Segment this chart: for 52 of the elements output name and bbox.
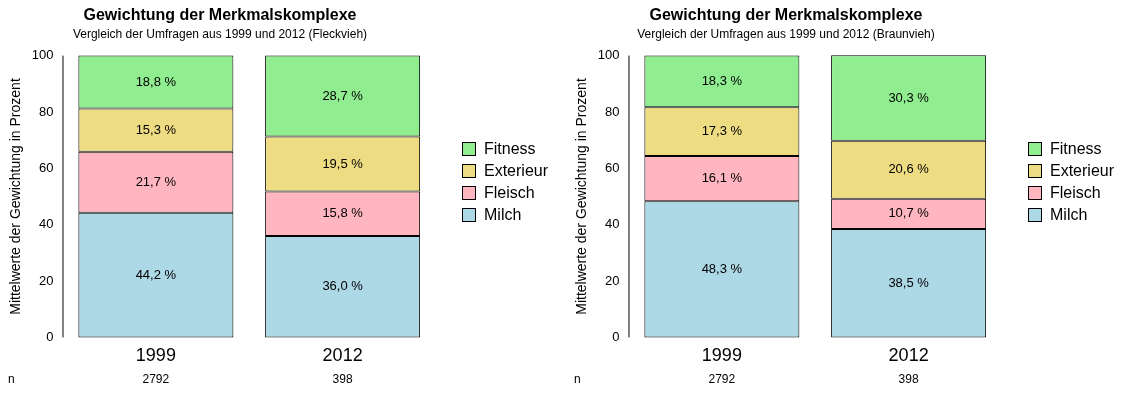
data-label: 36,0 % xyxy=(322,278,364,294)
x-tick-label: 2012 xyxy=(888,345,929,366)
x-tick-label: 1999 xyxy=(701,345,742,366)
legend-label: Exterieur xyxy=(484,161,549,181)
data-label: 15,8 % xyxy=(322,205,364,221)
legend-label: Fleisch xyxy=(1050,183,1101,203)
data-label: 21,7 % xyxy=(135,173,177,189)
legend-label: Exterieur xyxy=(1050,161,1115,181)
data-label: 44,2 % xyxy=(135,266,177,282)
data-label: 18,8 % xyxy=(135,73,177,89)
legend-label: Fitness xyxy=(1050,139,1102,159)
data-label: 10,7 % xyxy=(888,205,930,221)
text: n xyxy=(574,371,581,386)
y-tick-label: 60 xyxy=(605,159,620,175)
y-tick-label: 60 xyxy=(39,159,54,175)
text: n xyxy=(8,371,15,386)
y-tick-label: 0 xyxy=(46,328,54,344)
y-tick-label: 20 xyxy=(39,272,54,288)
text: 398 xyxy=(898,371,919,386)
y-tick-label: 100 xyxy=(597,47,620,63)
y-tick-label: 40 xyxy=(605,216,620,232)
data-label: 20,6 % xyxy=(888,161,930,177)
y-tick-label: 20 xyxy=(605,272,620,288)
y-tick-label: 80 xyxy=(605,103,620,119)
data-label: 30,3 % xyxy=(888,89,930,105)
text: 398 xyxy=(332,371,353,386)
legend-label: Fleisch xyxy=(484,183,535,203)
data-label: 19,5 % xyxy=(322,155,364,171)
data-label: 18,3 % xyxy=(701,72,743,88)
chart-title: Gewichtung der Merkmalskomplexe xyxy=(83,6,357,24)
data-label: 38,5 % xyxy=(888,274,930,290)
text: 2792 xyxy=(142,371,170,386)
chart-subtitle: Vergleich der Umfragen aus 1999 und 2012 (Braunvieh) xyxy=(637,26,935,41)
data-label: 28,7 % xyxy=(322,87,364,103)
data-label: 16,1 % xyxy=(701,170,743,186)
y-tick-label: 0 xyxy=(612,328,620,344)
chart-title: Gewichtung der Merkmalskomplexe xyxy=(649,6,923,24)
text: 2792 xyxy=(708,371,736,386)
data-label: 48,3 % xyxy=(701,260,743,276)
text: Milch xyxy=(484,205,522,225)
text: Milch xyxy=(1050,205,1088,225)
y-tick-label: 80 xyxy=(39,103,54,119)
y-axis-title: Mittelwerte der Gewichtung in Prozent xyxy=(573,78,590,315)
x-tick-label: 2012 xyxy=(322,345,363,366)
legend-label: Fitness xyxy=(484,139,536,159)
y-axis-title: Mittelwerte der Gewichtung in Prozent xyxy=(7,78,24,315)
chart-subtitle: Vergleich der Umfragen aus 1999 und 2012 (Fleckvieh) xyxy=(72,26,368,41)
y-tick-label: 100 xyxy=(31,47,54,63)
y-tick-label: 40 xyxy=(39,216,54,232)
data-label: 17,3 % xyxy=(701,123,743,139)
data-label: 15,3 % xyxy=(135,121,177,137)
x-tick-label: 1999 xyxy=(135,345,176,366)
